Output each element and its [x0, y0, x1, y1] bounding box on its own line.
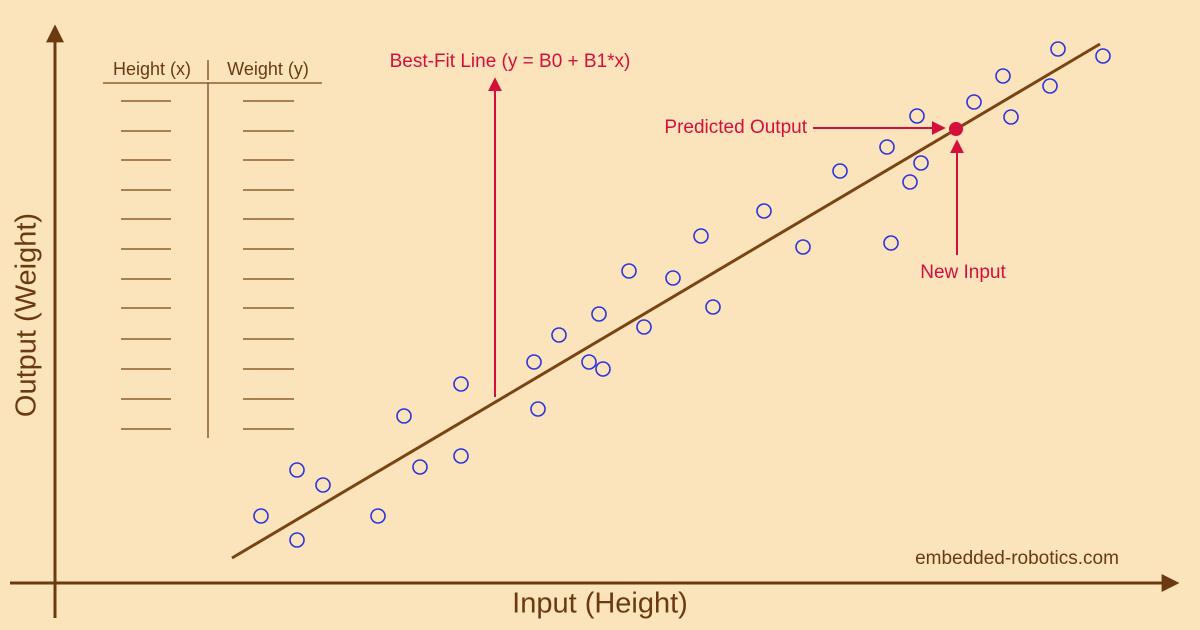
data-point [913, 155, 929, 171]
data-point [289, 532, 305, 548]
axes [10, 24, 1180, 618]
data-points [253, 41, 1111, 548]
data-point [526, 354, 542, 370]
data-point [591, 306, 607, 322]
data-point [1042, 78, 1058, 94]
data-point [902, 174, 918, 190]
data-point [370, 508, 386, 524]
table-header: Height (x) [113, 59, 191, 79]
data-point [705, 299, 721, 315]
data-point [1003, 109, 1019, 125]
data-point [995, 68, 1011, 84]
table-rows [121, 100, 294, 430]
best-fit-label: Best-Fit Line (y = B0 + B1*x) [390, 51, 631, 72]
predicted-point [949, 122, 963, 136]
data-point [621, 263, 637, 279]
data-point [966, 94, 982, 110]
data-point [1050, 41, 1066, 57]
data-point [289, 462, 305, 478]
data-point [396, 408, 412, 424]
data-point [530, 401, 546, 417]
data-point [253, 508, 269, 524]
watermark: embedded-robotics.com [915, 548, 1119, 569]
data-point [909, 108, 925, 124]
data-point [879, 139, 895, 155]
data-point [581, 354, 597, 370]
data-point [795, 239, 811, 255]
data-point [1095, 48, 1111, 64]
data-point [315, 477, 331, 493]
data-point [636, 319, 652, 335]
data-point [412, 459, 428, 475]
predicted-output-label: Predicted Output [664, 117, 807, 138]
data-point [551, 327, 567, 343]
x-axis-label: Input (Height) [512, 588, 688, 620]
data-point [832, 163, 848, 179]
data-point [453, 448, 469, 464]
data-point [693, 228, 709, 244]
data-point [883, 235, 899, 251]
y-axis-label: Output (Weight) [11, 213, 43, 417]
data-point [453, 376, 469, 392]
table-header: Weight (y) [227, 59, 309, 79]
data-point [756, 203, 772, 219]
table: Height (x) Weight (y) [103, 59, 322, 438]
data-point [595, 361, 611, 377]
new-input-label: New Input [920, 262, 1006, 283]
data-point [665, 270, 681, 286]
